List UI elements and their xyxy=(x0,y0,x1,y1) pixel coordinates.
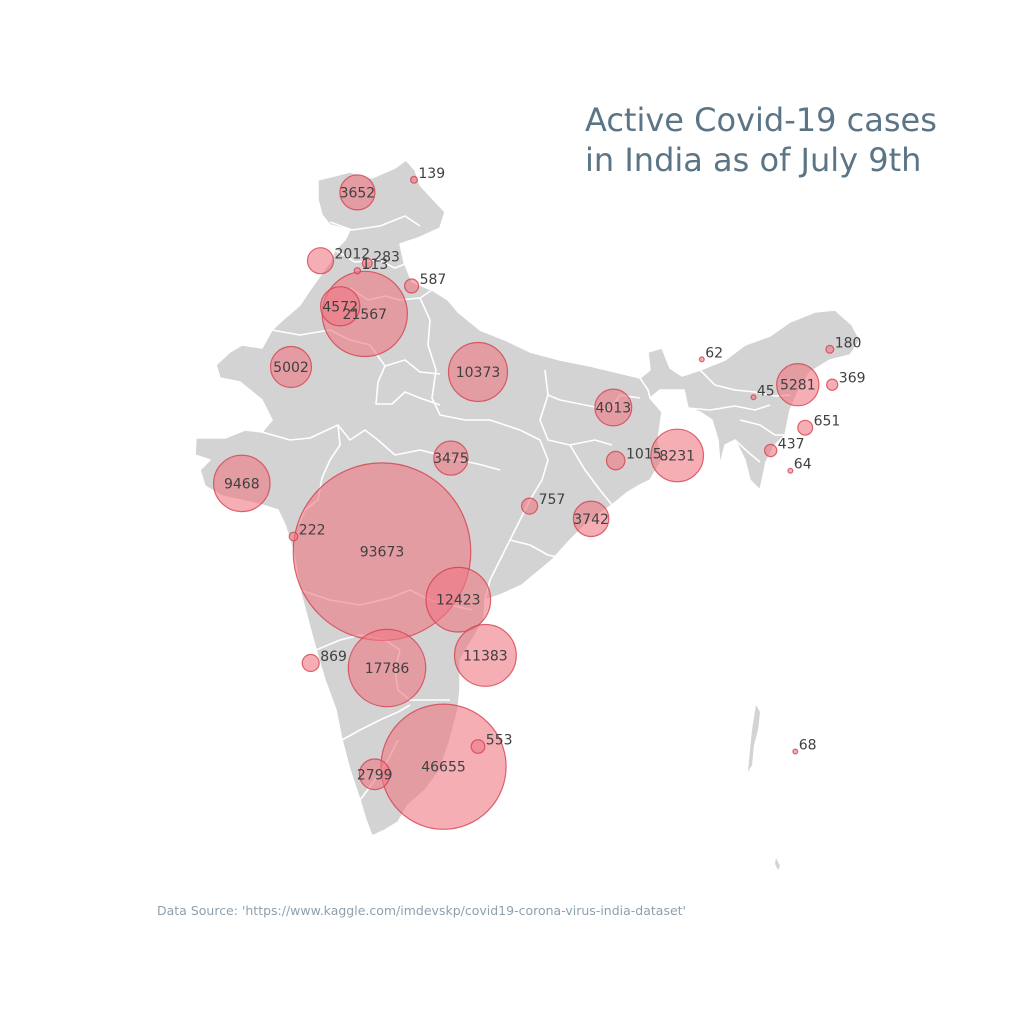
bubble-3652 xyxy=(339,174,376,211)
bubble-5002 xyxy=(269,345,313,389)
value-label-180: 180 xyxy=(835,335,862,351)
value-label-369: 369 xyxy=(839,371,866,387)
bubble-45 xyxy=(750,394,757,401)
value-label-283: 283 xyxy=(373,249,400,265)
bubble-12423 xyxy=(425,566,492,633)
value-label-3742: 3742 xyxy=(573,512,609,528)
value-label-4013: 4013 xyxy=(595,401,631,417)
value-label-553: 553 xyxy=(486,733,513,749)
bubble-62 xyxy=(698,356,705,363)
value-label-222: 222 xyxy=(299,523,326,539)
value-label-5281: 5281 xyxy=(780,378,816,394)
title-line-1: Active Covid-19 cases xyxy=(585,101,937,139)
value-label-8231: 8231 xyxy=(659,449,695,465)
value-label-5002: 5002 xyxy=(273,360,309,376)
bubble-4013 xyxy=(594,388,633,427)
bubble-587 xyxy=(404,278,420,294)
bubble-3475 xyxy=(433,440,469,476)
value-label-2799: 2799 xyxy=(357,767,393,783)
bubble-139 xyxy=(410,175,419,184)
value-label-139: 139 xyxy=(418,166,445,182)
value-label-12423: 12423 xyxy=(436,593,481,609)
value-label-62: 62 xyxy=(705,345,723,361)
andaman-islands-shape xyxy=(748,705,760,772)
bubble-869 xyxy=(301,653,320,673)
bubble-9468 xyxy=(213,454,271,513)
bubble-2799 xyxy=(358,758,391,791)
value-label-64: 64 xyxy=(794,457,812,473)
value-label-21567: 21567 xyxy=(343,307,388,323)
bubble-17786 xyxy=(347,628,427,708)
bubble-3742 xyxy=(572,500,610,538)
bubble-757 xyxy=(520,497,539,515)
value-label-651: 651 xyxy=(814,414,841,430)
value-label-68: 68 xyxy=(799,738,817,754)
value-label-45: 45 xyxy=(757,383,775,399)
value-label-46655: 46655 xyxy=(421,760,466,776)
bubble-437 xyxy=(764,443,778,458)
title-line-2: in India as of July 9th xyxy=(585,141,922,179)
bubble-5281 xyxy=(776,363,820,407)
data-source-note: Data Source: 'https://www.kaggle.com/imd… xyxy=(157,903,686,918)
nicobar-islands-shape xyxy=(775,858,780,870)
bubble-11383 xyxy=(453,623,517,687)
value-label-587: 587 xyxy=(420,272,447,288)
value-label-9468: 9468 xyxy=(224,476,260,492)
bubble-1015 xyxy=(605,450,626,471)
value-label-3475: 3475 xyxy=(433,451,469,467)
bubble-180 xyxy=(825,344,835,354)
bubble-283 xyxy=(361,257,373,269)
bubble-651 xyxy=(797,419,814,436)
value-label-437: 437 xyxy=(778,437,805,453)
bubble-113 xyxy=(353,267,362,275)
bubble-2012 xyxy=(306,247,335,275)
value-label-11383: 11383 xyxy=(463,648,508,664)
value-label-757: 757 xyxy=(539,492,566,508)
value-label-10373: 10373 xyxy=(456,365,501,381)
value-label-4572: 4572 xyxy=(322,299,358,315)
value-label-869: 869 xyxy=(320,649,347,665)
value-label-93673: 93673 xyxy=(360,545,405,561)
value-label-17786: 17786 xyxy=(365,661,410,677)
bubble-222 xyxy=(288,531,299,542)
value-label-1015: 1015 xyxy=(626,447,662,463)
bubble-68 xyxy=(792,748,799,755)
india-landmass xyxy=(194,159,861,870)
bubble-64 xyxy=(787,467,794,474)
value-label-3652: 3652 xyxy=(340,185,376,201)
bubble-553 xyxy=(470,739,486,754)
bubble-4572 xyxy=(320,286,361,327)
value-label-2012: 2012 xyxy=(335,247,371,263)
map-title: Active Covid-19 cases in India as of Jul… xyxy=(585,100,937,180)
bubble-8231 xyxy=(650,428,705,483)
bubble-10373 xyxy=(447,341,509,403)
value-label-113: 113 xyxy=(362,257,389,273)
bubble-369 xyxy=(826,378,839,391)
bubble-layer xyxy=(213,174,839,830)
